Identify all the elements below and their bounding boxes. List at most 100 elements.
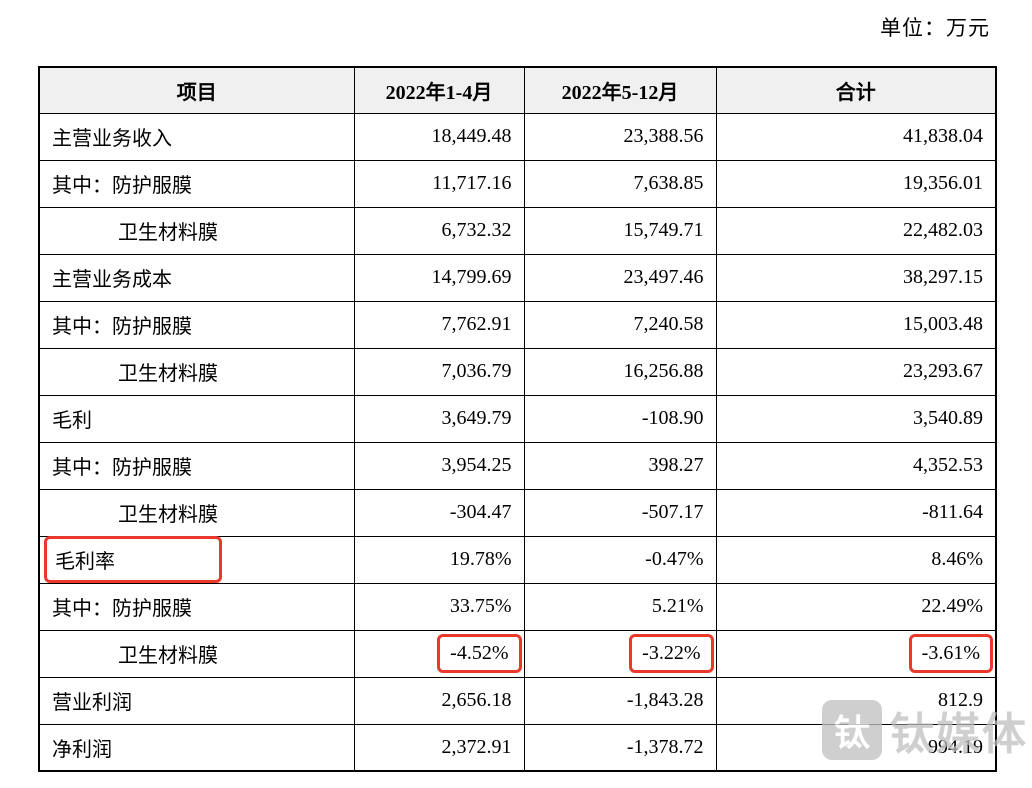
row-label: 卫生材料膜 bbox=[118, 504, 218, 526]
cell-value: 15,003.48 bbox=[903, 313, 983, 335]
cell-value: 8.46% bbox=[931, 548, 983, 570]
value-cell: 23,497.46 bbox=[523, 253, 717, 302]
row-label: 其中：防护服膜 bbox=[52, 457, 192, 479]
cell-value: -507.17 bbox=[641, 501, 704, 523]
row-label-cell: 营业利润 bbox=[38, 676, 355, 725]
value-cell: 8.46% bbox=[715, 535, 997, 584]
cell-value: 23,388.56 bbox=[623, 125, 704, 147]
table-row: 毛利率 19.78% -0.47% 8.46% bbox=[38, 535, 997, 584]
table-row: 毛利 3,649.79 -108.90 3,540.89 bbox=[38, 394, 997, 443]
value-cell: -507.17 bbox=[523, 488, 717, 537]
table-row: 其中：防护服膜 11,717.16 7,638.85 19,356.01 bbox=[38, 159, 997, 208]
value-cell: 22.49% bbox=[715, 582, 997, 631]
cell-value: -304.47 bbox=[449, 501, 512, 523]
cell-value: 11,717.16 bbox=[432, 172, 512, 194]
value-cell: 7,762.91 bbox=[353, 300, 525, 349]
cell-value: -811.64 bbox=[922, 501, 983, 523]
row-label-cell: 卫生材料膜 bbox=[38, 488, 355, 537]
value-cell: 23,388.56 bbox=[523, 112, 717, 161]
value-cell: 3,649.79 bbox=[353, 394, 525, 443]
cell-value: 41,838.04 bbox=[903, 125, 983, 147]
cell-value: 7,638.85 bbox=[633, 172, 704, 194]
value-cell: 22,482.03 bbox=[715, 206, 997, 255]
row-label: 主营业务成本 bbox=[52, 269, 172, 291]
row-label: 其中：防护服膜 bbox=[52, 316, 192, 338]
value-cell: -3.22% bbox=[523, 629, 717, 678]
cell-value: 2,372.91 bbox=[441, 735, 512, 758]
cell-value: 6,732.32 bbox=[441, 219, 512, 241]
cell-value: 15,749.71 bbox=[623, 219, 704, 241]
row-label-cell: 净利润 bbox=[38, 723, 355, 772]
row-label: 净利润 bbox=[52, 738, 112, 761]
row-label-cell: 主营业务收入 bbox=[38, 112, 355, 161]
table-row: 净利润 2,372.91 -1,378.72 994.19 bbox=[38, 723, 997, 772]
table-row: 卫生材料膜 7,036.79 16,256.88 23,293.67 bbox=[38, 347, 997, 396]
value-cell: 23,293.67 bbox=[715, 347, 997, 396]
table-row: 营业利润 2,656.18 -1,843.28 812.9 bbox=[38, 676, 997, 725]
value-cell: 2,372.91 bbox=[353, 723, 525, 772]
cell-value: -0.47% bbox=[645, 548, 704, 570]
table-row: 主营业务收入 18,449.48 23,388.56 41,838.04 bbox=[38, 112, 997, 161]
value-cell: -811.64 bbox=[715, 488, 997, 537]
cell-value: -108.90 bbox=[641, 407, 704, 429]
cell-value: 23,497.46 bbox=[623, 266, 704, 288]
table-row: 卫生材料膜 6,732.32 15,749.71 22,482.03 bbox=[38, 206, 997, 255]
table-row: 其中：防护服膜 33.75% 5.21% 22.49% bbox=[38, 582, 997, 631]
table-row: 其中：防护服膜 7,762.91 7,240.58 15,003.48 bbox=[38, 300, 997, 349]
value-cell: 14,799.69 bbox=[353, 253, 525, 302]
row-label-annotated: 毛利率 bbox=[44, 536, 222, 583]
cell-value: 398.27 bbox=[648, 454, 704, 476]
table-body: 主营业务收入 18,449.48 23,388.56 41,838.04 其中：防护服膜… bbox=[38, 112, 997, 772]
value-cell: -304.47 bbox=[353, 488, 525, 537]
cell-value: 33.75% bbox=[449, 595, 512, 617]
value-cell: 19,356.01 bbox=[715, 159, 997, 208]
header-total: 合计 bbox=[715, 66, 997, 114]
cell-value: 7,036.79 bbox=[441, 360, 512, 382]
row-label: 营业利润 bbox=[52, 692, 132, 714]
value-cell: 15,749.71 bbox=[523, 206, 717, 255]
table-row: 卫生材料膜 -304.47 -507.17 -811.64 bbox=[38, 488, 997, 537]
cell-value: 7,762.91 bbox=[441, 313, 512, 335]
cell-value: 18,449.48 bbox=[431, 125, 512, 147]
value-cell: 19.78% bbox=[353, 535, 525, 584]
value-cell: 3,954.25 bbox=[353, 441, 525, 490]
cell-value: 3,649.79 bbox=[441, 407, 512, 429]
cell-value-annotated: -3.22% bbox=[629, 634, 714, 673]
value-cell: 7,638.85 bbox=[523, 159, 717, 208]
cell-value: 7,240.58 bbox=[633, 313, 704, 335]
header-period-2: 2022年5-12月 bbox=[523, 66, 717, 114]
row-label: 主营业务收入 bbox=[52, 128, 172, 150]
cell-value: 38,297.15 bbox=[903, 266, 983, 288]
row-label: 其中：防护服膜 bbox=[52, 175, 192, 197]
value-cell: -0.47% bbox=[523, 535, 717, 584]
row-label-cell: 其中：防护服膜 bbox=[38, 159, 355, 208]
row-label-cell: 卫生材料膜 bbox=[38, 206, 355, 255]
row-label-cell: 毛利率 bbox=[38, 535, 355, 584]
value-cell: 3,540.89 bbox=[715, 394, 997, 443]
table-row: 主营业务成本 14,799.69 23,497.46 38,297.15 bbox=[38, 253, 997, 302]
value-cell: 38,297.15 bbox=[715, 253, 997, 302]
value-cell: 5.21% bbox=[523, 582, 717, 631]
value-cell: 41,838.04 bbox=[715, 112, 997, 161]
cell-value: 994.19 bbox=[928, 735, 983, 758]
cell-value: 19,356.01 bbox=[903, 172, 983, 194]
table-row: 其中：防护服膜 3,954.25 398.27 4,352.53 bbox=[38, 441, 997, 490]
cell-value-annotated: -4.52% bbox=[437, 634, 522, 673]
value-cell: -4.52% bbox=[353, 629, 525, 678]
value-cell: 4,352.53 bbox=[715, 441, 997, 490]
row-label: 卫生材料膜 bbox=[118, 645, 218, 667]
row-label-cell: 其中：防护服膜 bbox=[38, 441, 355, 490]
cell-value-annotated: -3.61% bbox=[908, 634, 993, 673]
value-cell: 994.19 bbox=[715, 723, 997, 772]
row-label-cell: 主营业务成本 bbox=[38, 253, 355, 302]
cell-value: 2,656.18 bbox=[441, 689, 512, 711]
header-item: 项目 bbox=[38, 66, 355, 114]
value-cell: 2,656.18 bbox=[353, 676, 525, 725]
row-label-cell: 毛利 bbox=[38, 394, 355, 443]
table-row: 卫生材料膜 -4.52% -3.22% -3.61% bbox=[38, 629, 997, 678]
cell-value: 23,293.67 bbox=[903, 360, 983, 382]
financial-table: 项目 2022年1-4月 2022年5-12月 合计 主营业务收入 18,449.… bbox=[38, 66, 997, 772]
value-cell: 6,732.32 bbox=[353, 206, 525, 255]
cell-value: 16,256.88 bbox=[623, 360, 704, 382]
value-cell: 11,717.16 bbox=[353, 159, 525, 208]
